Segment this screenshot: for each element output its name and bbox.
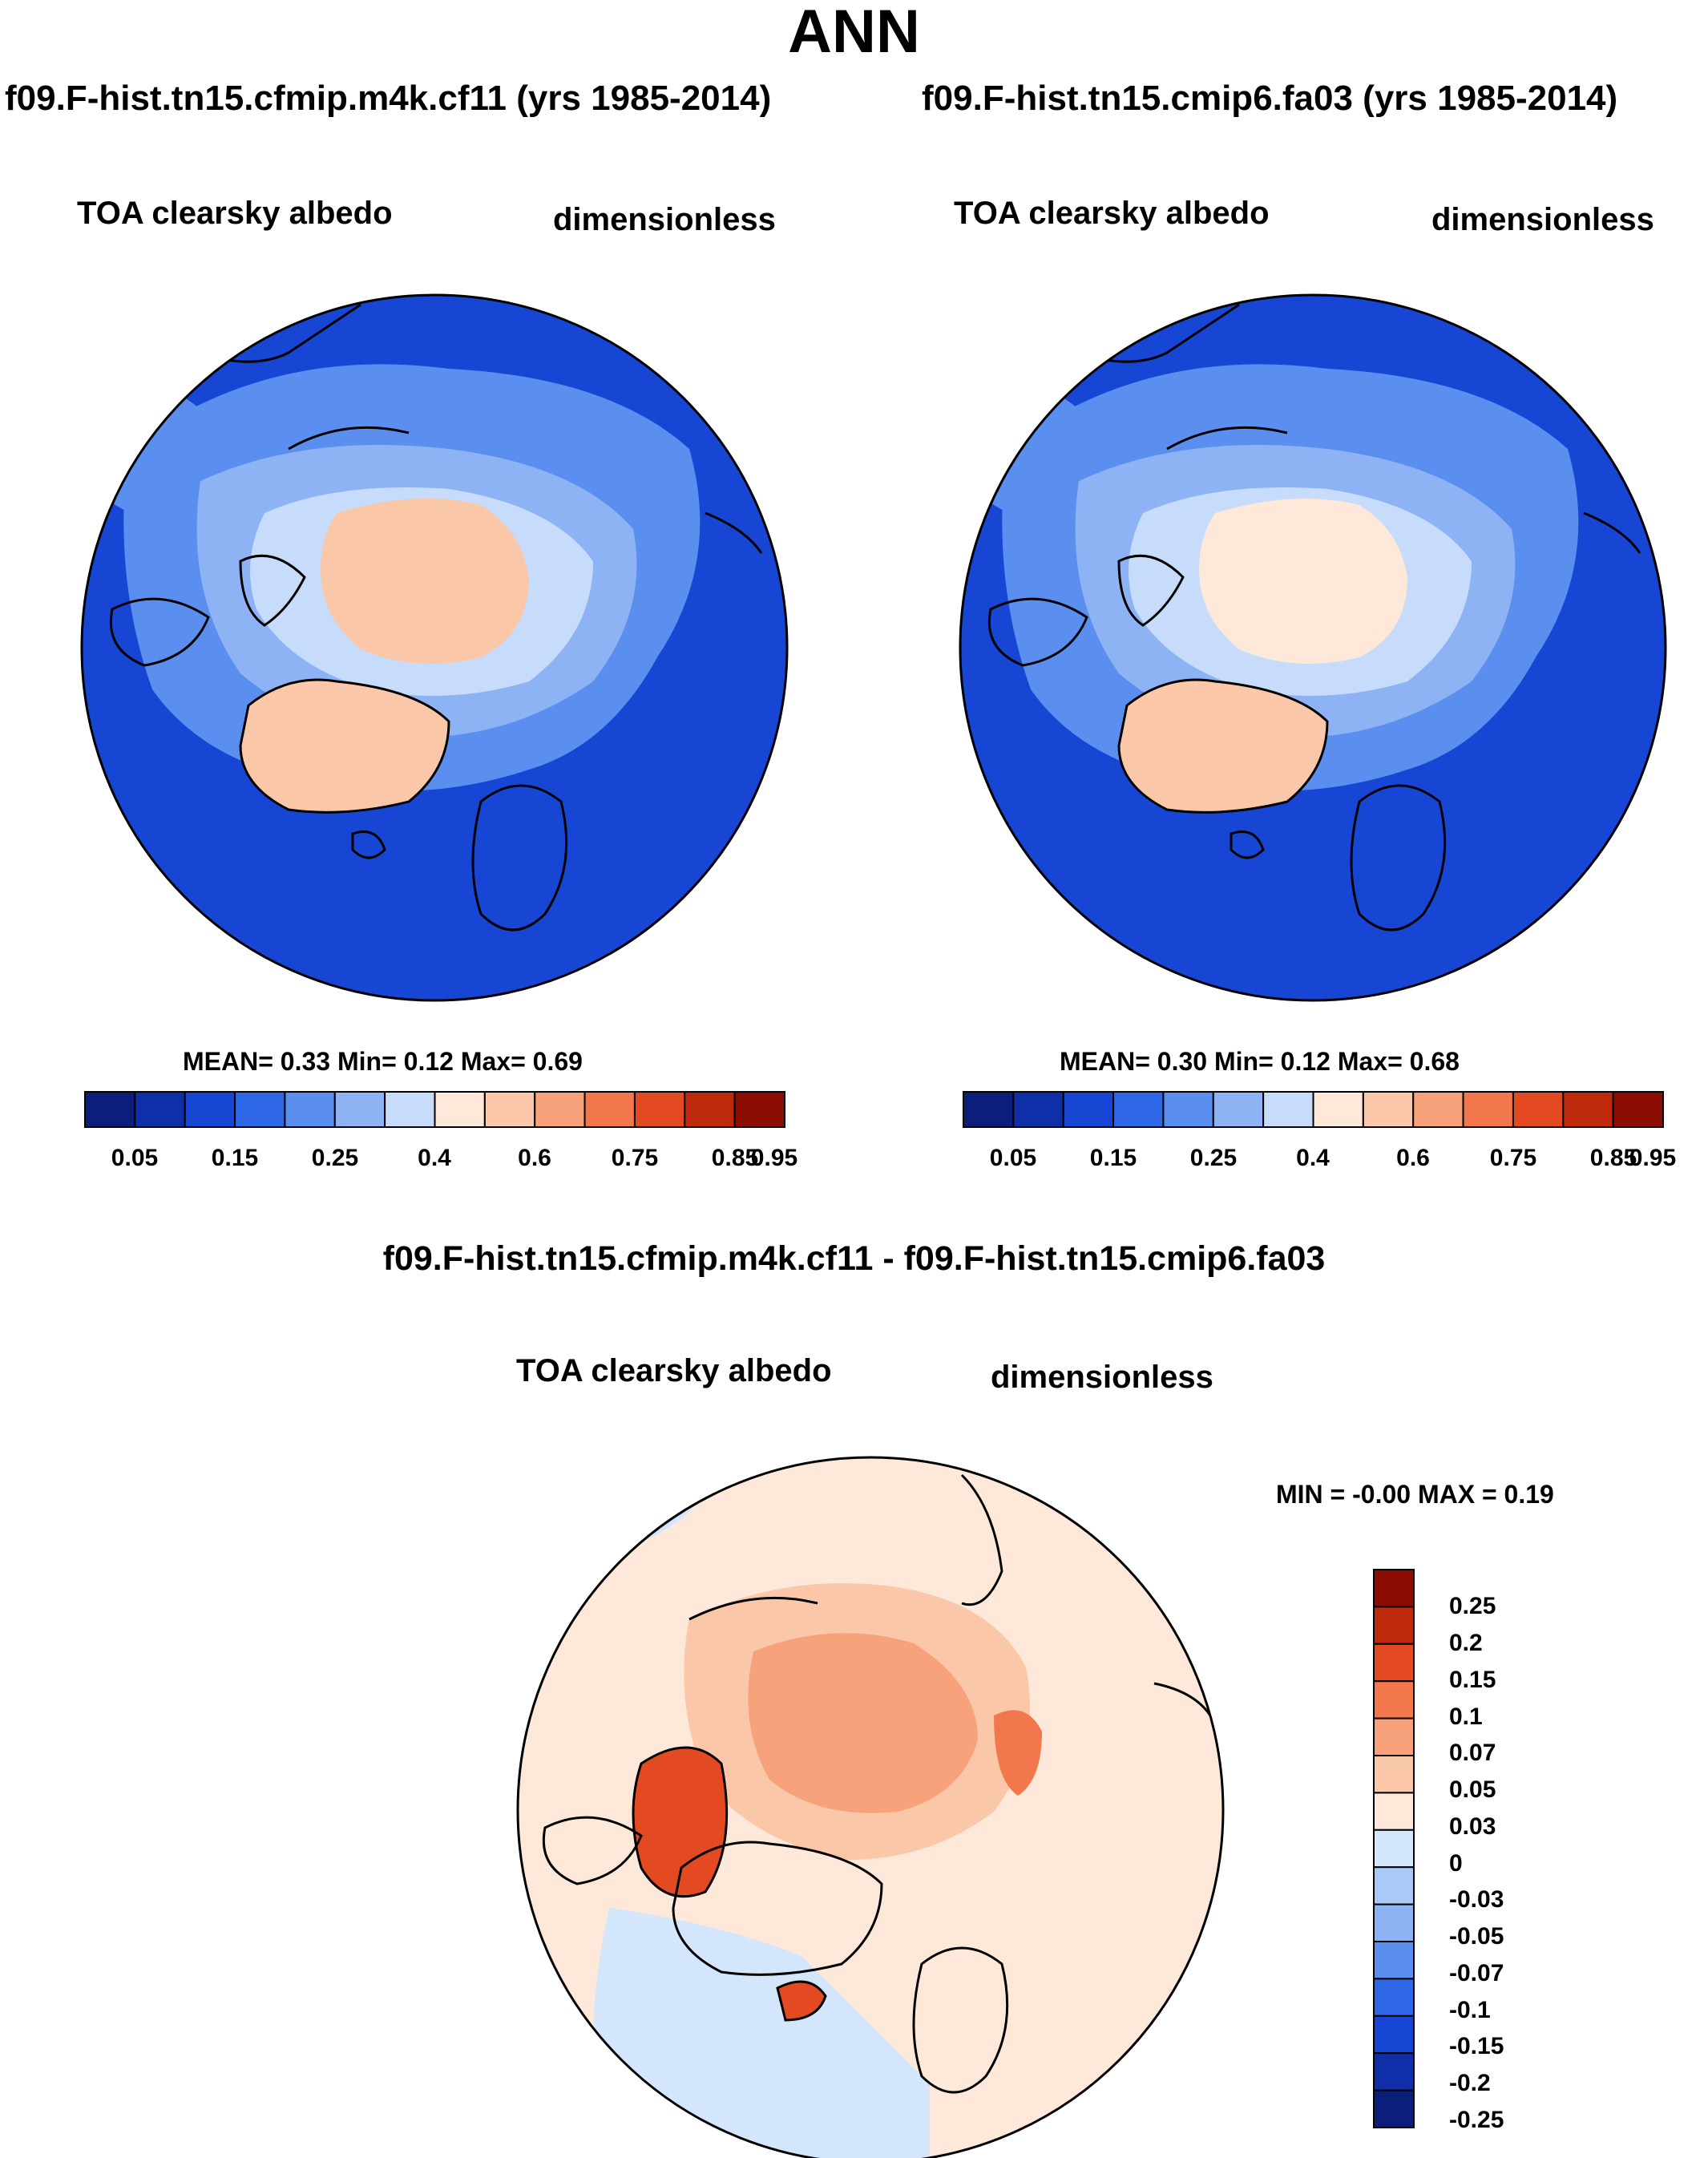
colorbar-swatch <box>1373 1643 1415 1683</box>
diff-tick: 0.03 <box>1449 1813 1496 1840</box>
diff-tick: 0.25 <box>1449 1593 1496 1619</box>
colorbar-swatch <box>1373 1569 1415 1608</box>
diff-stats: MIN = -0.00 MAX = 0.19 <box>1276 1480 1554 1509</box>
colorbar-swatch <box>1373 2089 1415 2128</box>
left-units-label: dimensionless <box>553 202 776 237</box>
left-tick: 0.4 <box>418 1145 451 1171</box>
colorbar-swatch <box>234 1091 286 1128</box>
left-tick: 0.6 <box>518 1145 551 1171</box>
diff-tick: -0.25 <box>1449 2107 1504 2133</box>
diff-units-label: dimensionless <box>991 1360 1213 1395</box>
diff-colorbar <box>1373 1569 1415 2128</box>
right-stats: MEAN= 0.30 Min= 0.12 Max= 0.68 <box>1060 1047 1460 1076</box>
left-stats: MEAN= 0.33 Min= 0.12 Max= 0.69 <box>183 1047 583 1076</box>
left-tick: 0.05 <box>111 1145 159 1171</box>
colorbar-swatch <box>333 1091 386 1128</box>
right-variable-label: TOA clearsky albedo <box>954 196 1270 231</box>
diff-tick: -0.15 <box>1449 2033 1504 2059</box>
right-tick: 0.05 <box>989 1145 1037 1171</box>
diff-tick: -0.03 <box>1449 1886 1504 1913</box>
colorbar-swatch <box>384 1091 436 1128</box>
right-tick: 0.15 <box>1089 1145 1137 1171</box>
colorbar-swatch <box>1012 1091 1064 1128</box>
diff-tick: 0.07 <box>1449 1740 1496 1766</box>
colorbar-swatch <box>1373 1941 1415 1980</box>
colorbar-swatch <box>1362 1091 1415 1128</box>
colorbar-swatch <box>1373 2052 1415 2091</box>
right-units-label: dimensionless <box>1431 202 1654 237</box>
colorbar-swatch <box>1373 1978 1415 2017</box>
colorbar-swatch <box>1373 2015 1415 2055</box>
colorbar-swatch <box>1373 1829 1415 1869</box>
diff-tick: -0.1 <box>1449 1997 1491 2023</box>
diff-tick: 0.15 <box>1449 1667 1496 1693</box>
colorbar-swatch <box>1562 1091 1614 1128</box>
diff-tick: 0.2 <box>1449 1630 1483 1656</box>
left-variable-label: TOA clearsky albedo <box>77 196 393 231</box>
left-case-title: f09.F-hist.tn15.cfmip.m4k.cf11 (yrs 1985… <box>5 79 772 118</box>
right-tick: 0.95 <box>1629 1145 1677 1171</box>
colorbar-swatch <box>1462 1091 1514 1128</box>
colorbar-swatch <box>733 1091 786 1128</box>
figure-title: ANN <box>788 0 920 66</box>
right-tick: 0.85 <box>1589 1145 1637 1171</box>
right-tick: 0.25 <box>1189 1145 1238 1171</box>
colorbar-swatch <box>1373 1903 1415 1943</box>
left-colorbar-ticks: 0.05 0.15 0.25 0.4 0.6 0.75 0.85 0.95 <box>85 1145 797 1177</box>
diff-colorbar-ticks: 0.25 0.2 0.15 0.1 0.07 0.05 0.03 0 -0.03… <box>1449 1570 1545 2133</box>
colorbar-swatch <box>633 1091 686 1128</box>
left-tick: 0.85 <box>711 1145 759 1171</box>
diff-tick: -0.05 <box>1449 1923 1504 1950</box>
colorbar-swatch <box>1373 1755 1415 1794</box>
colorbar-swatch <box>1373 1792 1415 1831</box>
left-tick: 0.95 <box>750 1145 798 1171</box>
colorbar-swatch <box>483 1091 536 1128</box>
right-colorbar <box>963 1091 1665 1128</box>
left-tick: 0.15 <box>211 1145 259 1171</box>
diff-tick: -0.07 <box>1449 1960 1504 1986</box>
right-colorbar-ticks: 0.05 0.15 0.25 0.4 0.6 0.75 0.85 0.95 <box>963 1145 1676 1177</box>
diff-tick: 0.1 <box>1449 1703 1483 1730</box>
left-tick: 0.25 <box>311 1145 359 1171</box>
colorbar-swatch <box>1512 1091 1565 1128</box>
right-case-title: f09.F-hist.tn15.cmip6.fa03 (yrs 1985-201… <box>922 79 1618 118</box>
left-tick: 0.75 <box>611 1145 659 1171</box>
diff-tick: 0.05 <box>1449 1776 1496 1803</box>
colorbar-swatch <box>1612 1091 1665 1128</box>
left-colorbar <box>84 1091 786 1128</box>
colorbar-swatch <box>1373 1680 1415 1720</box>
right-tick: 0.6 <box>1396 1145 1430 1171</box>
colorbar-swatch <box>1373 1866 1415 1905</box>
colorbar-swatch <box>134 1091 186 1128</box>
colorbar-swatch <box>1212 1091 1265 1128</box>
diff-variable-label: TOA clearsky albedo <box>516 1353 832 1388</box>
colorbar-swatch <box>1162 1091 1214 1128</box>
right-tick: 0.75 <box>1489 1145 1537 1171</box>
diff-tick: 0 <box>1449 1850 1463 1877</box>
colorbar-swatch <box>534 1091 586 1128</box>
right-tick: 0.4 <box>1296 1145 1330 1171</box>
colorbar-swatch <box>1373 1606 1415 1645</box>
colorbar-swatch <box>684 1091 736 1128</box>
diff-tick: -0.2 <box>1449 2070 1491 2096</box>
difference-title: f09.F-hist.tn15.cfmip.m4k.cf11 - f09.F-h… <box>382 1239 1326 1278</box>
colorbar-swatch <box>1373 1717 1415 1757</box>
